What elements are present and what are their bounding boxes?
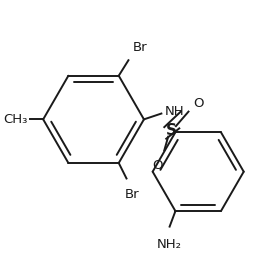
Text: CH₃: CH₃ [3, 113, 28, 126]
Text: NH₂: NH₂ [157, 238, 182, 251]
Text: Br: Br [124, 188, 139, 201]
Text: Br: Br [132, 41, 147, 55]
Text: O: O [152, 159, 163, 172]
Text: NH: NH [165, 105, 185, 118]
Text: S: S [165, 123, 177, 139]
Text: O: O [193, 97, 203, 110]
